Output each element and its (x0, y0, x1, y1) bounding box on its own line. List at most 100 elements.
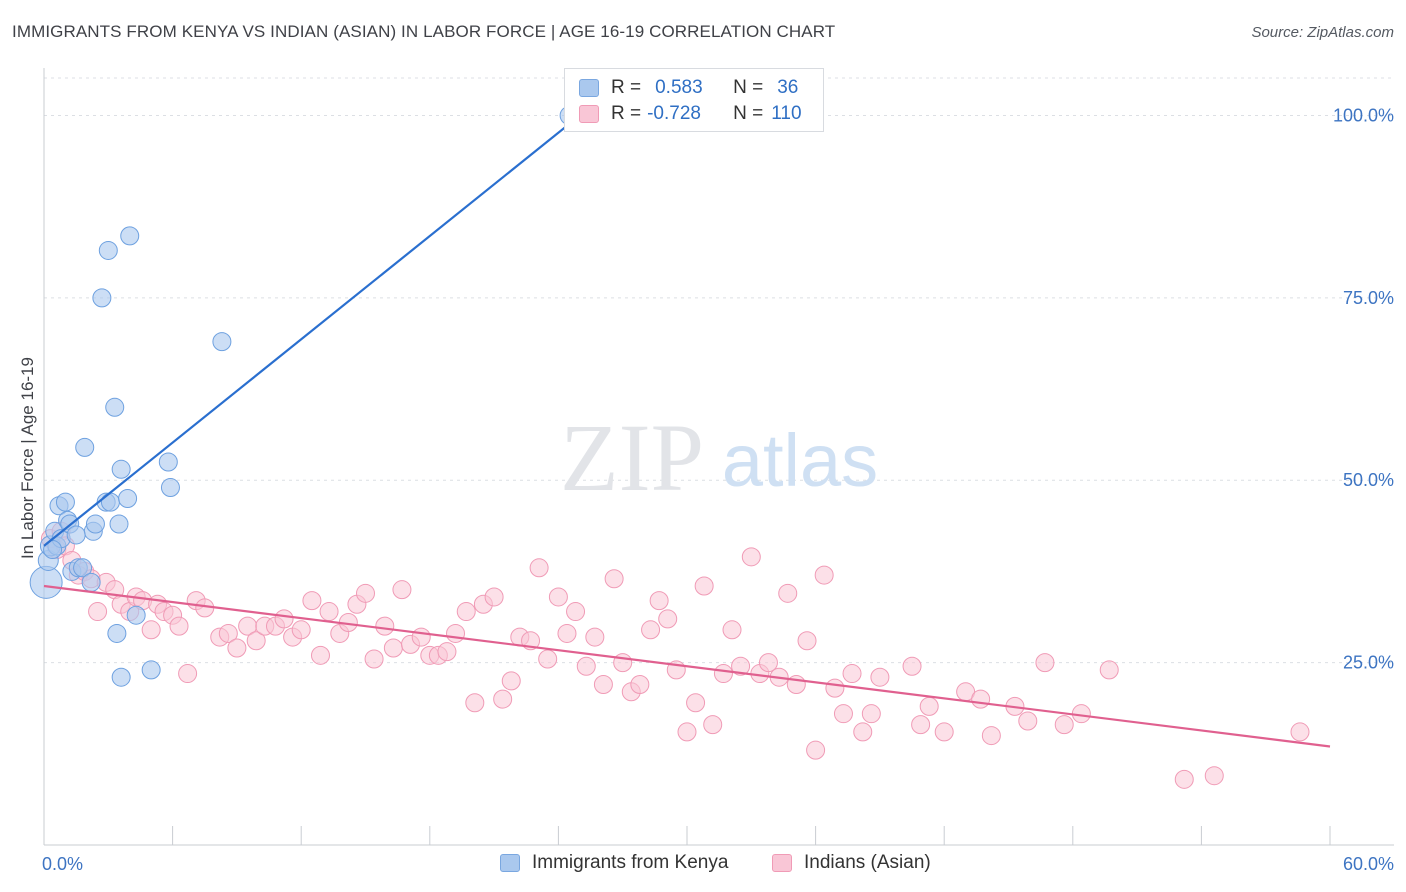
data-point-indians (1204, 766, 1224, 786)
data-point-indians (934, 722, 954, 742)
data-point-indians (1174, 769, 1194, 789)
data-point-indians (529, 558, 549, 578)
data-point-kenya (75, 437, 95, 457)
data-point-indians (548, 587, 568, 607)
y-tick-label: 100.0% (1333, 105, 1394, 125)
legend-label-kenya: Immigrants from Kenya (532, 852, 729, 873)
data-point-kenya (120, 226, 140, 246)
legend-item-indians: Indians (Asian) (772, 852, 931, 874)
trend-line-indians (43, 584, 1331, 748)
r-label: R = (611, 103, 642, 124)
x-tick-label: 60.0% (1343, 854, 1394, 874)
data-point-indians (538, 649, 558, 669)
data-point-indians (484, 587, 504, 607)
data-point-kenya (92, 288, 112, 308)
data-point-indians (694, 576, 714, 596)
data-point-indians (604, 569, 624, 589)
data-point-kenya (85, 514, 105, 534)
chart-title: IMMIGRANTS FROM KENYA VS INDIAN (ASIAN) … (12, 22, 836, 41)
data-point-indians (456, 602, 476, 622)
legend-swatch-kenya (579, 79, 599, 97)
data-point-indians (814, 565, 834, 585)
data-point-indians (319, 602, 339, 622)
data-point-indians (971, 689, 991, 709)
stats-legend-row-indians: R = -0.728 N = 110 (579, 102, 802, 126)
data-point-indians (677, 722, 697, 742)
stats-legend-row-kenya: R = 0.583 N = 36 (579, 76, 798, 100)
data-point-kenya (141, 660, 161, 680)
legend-swatch-kenya (500, 854, 520, 872)
data-point-indians (1035, 653, 1055, 673)
legend-label-indians: Indians (Asian) (804, 852, 931, 873)
data-point-indians (1018, 711, 1038, 731)
tick-labels: 25.0% 50.0% 75.0% 100.0% 0.0% 60.0% (42, 105, 1394, 874)
y-tick-label: 75.0% (1343, 288, 1394, 308)
series-indians-asian (40, 521, 1310, 789)
data-point-indians (566, 602, 586, 622)
data-point-indians (383, 638, 403, 658)
data-point-indians (141, 620, 161, 640)
data-point-indians (722, 620, 742, 640)
data-point-indians (88, 602, 108, 622)
data-point-kenya (29, 565, 63, 599)
data-point-kenya (55, 492, 75, 512)
trend-line-kenya (43, 114, 581, 547)
data-point-kenya (126, 605, 146, 625)
data-point-kenya (158, 452, 178, 472)
data-point-indians (1290, 722, 1310, 742)
y-tick-label: 50.0% (1343, 470, 1394, 490)
r-value-indians: -0.728 (647, 103, 701, 124)
legend-item-kenya: Immigrants from Kenya (500, 852, 728, 874)
data-point-indians (778, 583, 798, 603)
data-point-indians (741, 547, 761, 567)
r-label: R = (611, 77, 642, 98)
data-point-indians (853, 722, 873, 742)
data-point-indians (557, 623, 577, 643)
data-point-kenya (73, 558, 93, 578)
source-label: Source: ZipAtlas.com (1251, 24, 1394, 41)
data-point-indians (981, 726, 1001, 746)
data-point-indians (218, 623, 238, 643)
data-point-indians (842, 664, 862, 684)
watermark-atlas: atlas (722, 419, 878, 502)
data-point-indians (630, 675, 650, 695)
trend-lines (43, 114, 1331, 748)
data-point-indians (902, 656, 922, 676)
data-point-indians (375, 616, 395, 636)
data-point-indians (392, 580, 412, 600)
stats-legend: R = 0.583 N = 36 R = -0.728 N = 110 (564, 68, 824, 132)
data-point-indians (806, 740, 826, 760)
data-point-indians (310, 645, 330, 665)
n-value-indians: 110 (771, 103, 802, 124)
data-point-kenya (105, 397, 125, 417)
series-immigrants-from-kenya (29, 105, 579, 687)
data-point-indians (825, 678, 845, 698)
data-point-indians (493, 689, 513, 709)
data-point-indians (227, 638, 247, 658)
data-point-indians (731, 656, 751, 676)
data-point-kenya (212, 332, 232, 352)
data-point-indians (274, 609, 294, 629)
data-point-kenya (111, 459, 131, 479)
watermark-zip: ZIP (560, 404, 704, 511)
y-tick-label: 25.0% (1343, 653, 1394, 673)
data-point-kenya (109, 514, 129, 534)
data-point-indians (919, 696, 939, 716)
data-point-indians (585, 627, 605, 647)
data-point-kenya (100, 492, 120, 512)
n-label: N = (733, 103, 764, 124)
data-point-indians (649, 591, 669, 611)
data-point-indians (302, 591, 322, 611)
data-point-indians (833, 704, 853, 724)
data-point-indians (291, 620, 311, 640)
data-point-indians (686, 693, 706, 713)
data-point-indians (465, 693, 485, 713)
data-point-indians (178, 664, 198, 684)
data-point-indians (437, 642, 457, 662)
data-point-kenya (111, 667, 131, 687)
data-point-kenya (118, 488, 138, 508)
data-point-indians (713, 664, 733, 684)
data-point-indians (364, 649, 384, 669)
data-point-kenya (81, 572, 101, 592)
